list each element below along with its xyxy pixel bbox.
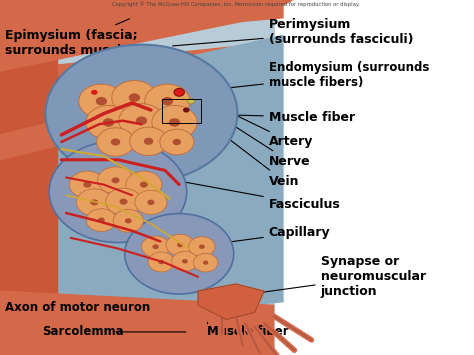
Polygon shape [0,89,189,160]
Ellipse shape [49,141,187,242]
Ellipse shape [112,81,157,115]
Ellipse shape [135,190,167,214]
Ellipse shape [153,244,159,249]
Text: Muscle fiber: Muscle fiber [182,111,355,124]
Ellipse shape [111,177,119,184]
Ellipse shape [144,138,153,145]
Ellipse shape [106,188,141,215]
Ellipse shape [183,108,190,113]
Ellipse shape [160,129,194,155]
Text: Sarcolemma: Sarcolemma [43,326,124,338]
Text: Muscle fiber: Muscle fiber [208,326,289,338]
Ellipse shape [203,261,209,265]
Ellipse shape [189,237,215,257]
Text: Axon of motor neuron: Axon of motor neuron [5,301,150,313]
Ellipse shape [86,209,117,231]
Ellipse shape [119,198,128,205]
Ellipse shape [86,105,131,140]
Ellipse shape [166,234,194,256]
Ellipse shape [111,138,120,146]
Ellipse shape [193,253,218,272]
Ellipse shape [119,104,164,138]
Polygon shape [198,284,264,320]
Ellipse shape [46,45,237,182]
Text: Copyright © The McGraw-Hill Companies, Inc. Permission required for reproduction: Copyright © The McGraw-Hill Companies, I… [112,2,360,7]
Ellipse shape [136,116,147,125]
Ellipse shape [187,98,195,104]
Ellipse shape [90,199,98,206]
Ellipse shape [98,167,134,194]
Ellipse shape [141,236,170,257]
Ellipse shape [152,105,197,140]
Polygon shape [0,36,56,320]
Ellipse shape [96,97,107,105]
Ellipse shape [130,127,167,155]
Ellipse shape [147,200,155,205]
Ellipse shape [145,84,190,118]
Text: Capillary: Capillary [210,226,330,245]
Ellipse shape [158,260,164,264]
Ellipse shape [172,251,198,271]
Ellipse shape [91,90,98,95]
Text: Epimysium (fascia;
surrounds muscles): Epimysium (fascia; surrounds muscles) [5,19,143,56]
Polygon shape [0,0,283,43]
Text: Artery: Artery [191,93,313,148]
Text: Perimysium
(surrounds fasciculi): Perimysium (surrounds fasciculi) [173,18,413,46]
Polygon shape [0,36,283,327]
Polygon shape [0,0,273,355]
Text: Synapse or
neuromuscular
junction: Synapse or neuromuscular junction [248,255,426,299]
Ellipse shape [69,171,105,198]
Ellipse shape [97,128,135,156]
Ellipse shape [169,118,180,127]
Polygon shape [0,291,273,355]
Ellipse shape [182,259,188,263]
Ellipse shape [162,97,173,105]
Text: Fasciculus: Fasciculus [182,181,340,211]
Ellipse shape [126,171,162,198]
Ellipse shape [148,252,174,272]
Ellipse shape [83,181,91,188]
Ellipse shape [140,181,148,188]
Ellipse shape [199,245,205,249]
Ellipse shape [79,84,124,118]
Text: Vein: Vein [193,112,299,187]
Polygon shape [0,0,292,71]
Text: Nerve: Nerve [198,103,310,168]
Ellipse shape [129,93,140,102]
Ellipse shape [173,139,181,145]
Ellipse shape [103,118,114,127]
Ellipse shape [174,88,184,96]
Text: Endomysium (surrounds
muscle fibers): Endomysium (surrounds muscle fibers) [191,61,429,92]
Ellipse shape [113,209,143,232]
Ellipse shape [125,214,234,294]
Polygon shape [0,43,273,99]
Ellipse shape [76,189,112,216]
Ellipse shape [125,218,132,223]
Ellipse shape [98,218,105,223]
Ellipse shape [177,242,183,247]
